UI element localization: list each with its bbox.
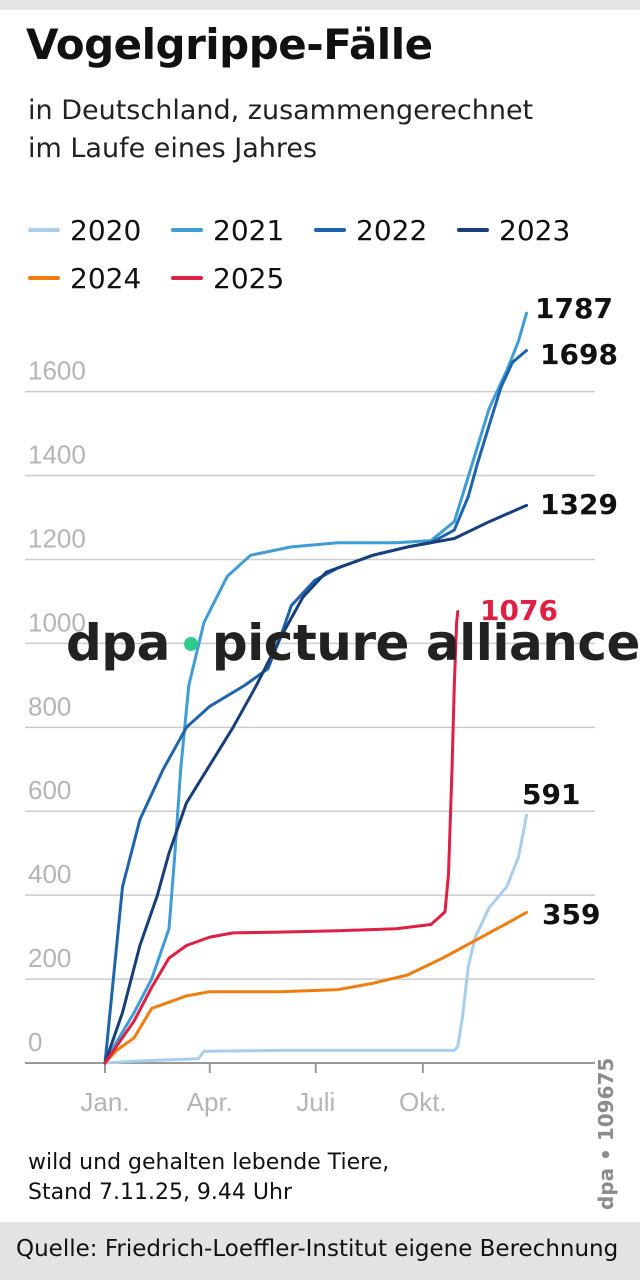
x-tick-label-Jan.: Jan. bbox=[80, 1087, 129, 1117]
legend-label-2021: 2021 bbox=[213, 213, 285, 247]
series-line-2024 bbox=[103, 910, 528, 1065]
legend-item-2024: 2024 bbox=[28, 258, 141, 298]
x-tick-label-Okt.: Okt. bbox=[399, 1087, 447, 1117]
series-line-2023 bbox=[103, 503, 528, 1065]
line-chart: 0 200 400 600 800 1000 1200 1400 1600 Jan. Apr. Jul… bbox=[25, 292, 618, 1117]
source-text: Quelle: Friedrich-Loeffler-Institut eige… bbox=[16, 1236, 619, 1262]
source-bar: Quelle: Friedrich-Loeffler-Institut eige… bbox=[0, 1222, 640, 1280]
legend-item-2021: 2021 bbox=[171, 210, 284, 250]
y-tick-label-1200: 1200 bbox=[28, 523, 86, 553]
y-tick-label-800: 800 bbox=[28, 691, 71, 721]
watermark-dot-icon bbox=[183, 636, 198, 651]
y-tick-label-1400: 1400 bbox=[28, 440, 86, 470]
legend-swatch-2020 bbox=[28, 228, 60, 232]
y-tick-label-1600: 1600 bbox=[28, 356, 86, 386]
watermark: dpa picture alliance bbox=[66, 614, 640, 672]
legend-item-2023: 2023 bbox=[457, 210, 570, 250]
y-tick-label-0: 0 bbox=[28, 1027, 42, 1057]
legend-item-2022: 2022 bbox=[314, 210, 427, 250]
series-line-2025 bbox=[103, 610, 460, 1065]
legend-label-2025: 2025 bbox=[213, 261, 285, 295]
legend-swatch-2023 bbox=[457, 228, 489, 232]
subtitle-line-1: in Deutschland, zusammengerechnet bbox=[28, 95, 534, 126]
chart-title: Vogelgrippe-Fälle bbox=[26, 20, 433, 69]
legend-label-2020: 2020 bbox=[70, 213, 142, 247]
footnote-line-1: wild und gehalten lebende Tiere, bbox=[28, 1150, 390, 1175]
top-bar bbox=[0, 0, 640, 10]
end-label-2021: 1787 bbox=[535, 292, 613, 325]
legend-swatch-2025 bbox=[171, 276, 203, 280]
end-label-2025: 1076 bbox=[480, 594, 558, 627]
series-line-2021 bbox=[103, 311, 528, 1065]
legend-item-2020: 2020 bbox=[28, 210, 141, 250]
subtitle-line-2: im Laufe eines Jahres bbox=[28, 133, 318, 164]
watermark-right: picture alliance bbox=[211, 614, 640, 672]
legend-swatch-2021 bbox=[171, 228, 203, 232]
end-label-2024: 359 bbox=[542, 898, 600, 931]
x-tick-label-Apr.: Apr. bbox=[187, 1087, 233, 1117]
legend-swatch-2024 bbox=[28, 276, 60, 280]
footnote-line-2: Stand 7.11.25, 9.44 Uhr bbox=[28, 1180, 292, 1205]
end-label-2020: 591 bbox=[522, 778, 580, 811]
legend-item-2025: 2025 bbox=[171, 258, 284, 298]
chart-subtitle: in Deutschland, zusammengerechnet im Lau… bbox=[28, 92, 608, 168]
credit-id: dpa • 109675 bbox=[594, 1057, 618, 1210]
end-label-2023: 1329 bbox=[540, 488, 618, 521]
y-tick-label-400: 400 bbox=[28, 859, 71, 889]
legend-label-2024: 2024 bbox=[70, 261, 142, 295]
legend-label-2023: 2023 bbox=[499, 213, 571, 247]
legend-swatch-2022 bbox=[314, 228, 346, 232]
series-line-2020 bbox=[103, 813, 528, 1065]
footnote: wild und gehalten lebende Tiere, Stand 7… bbox=[28, 1148, 389, 1208]
y-tick-label-1000: 1000 bbox=[28, 607, 86, 637]
y-tick-label-200: 200 bbox=[28, 943, 71, 973]
watermark-left: dpa bbox=[66, 614, 170, 672]
legend-label-2022: 2022 bbox=[356, 213, 428, 247]
y-tick-label-600: 600 bbox=[28, 775, 71, 805]
end-label-2022: 1698 bbox=[540, 338, 618, 371]
series-line-2022 bbox=[103, 349, 528, 1065]
x-tick-label-Juli: Juli bbox=[296, 1087, 335, 1117]
